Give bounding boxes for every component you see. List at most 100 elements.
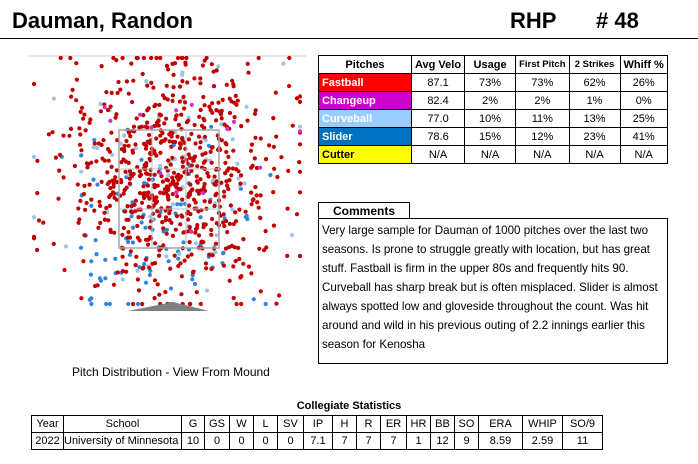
- pitch-dot: [294, 212, 300, 217]
- pitch-dot: [202, 199, 207, 204]
- pitch-dot: [221, 263, 227, 268]
- pitch-dot: [207, 199, 213, 204]
- stats-col-era: ERA: [478, 415, 523, 433]
- pitch-dot: [179, 292, 184, 297]
- pitch-dot: [271, 116, 276, 121]
- pitch-dot: [106, 218, 111, 223]
- pitch-dot: [231, 264, 236, 269]
- pitch-dot: [204, 266, 209, 271]
- pitch-dot: [100, 156, 105, 161]
- pitch-dot: [74, 98, 79, 103]
- pitch-dot: [98, 101, 103, 107]
- pitch-stat-cell: 12%: [515, 127, 570, 146]
- pitch-dot: [31, 234, 37, 239]
- pitch-dot: [78, 109, 83, 114]
- pitch-dot: [194, 174, 199, 179]
- pitch-dot: [164, 190, 169, 195]
- pitch-dot: [76, 220, 81, 225]
- pitch-dot: [145, 120, 150, 125]
- stats-col-hr: HR: [406, 415, 431, 433]
- pitch-dot: [209, 124, 214, 129]
- pitch-dot: [224, 149, 229, 155]
- pitch-stat-cell: 73%: [515, 73, 570, 92]
- pitch-dot: [193, 141, 198, 146]
- pitch-dot: [111, 182, 116, 187]
- pitch-dot: [166, 173, 171, 178]
- pitch-dot: [46, 132, 51, 137]
- pitch-name: Slider: [318, 127, 412, 146]
- pitch-dot: [87, 182, 92, 187]
- pitch-dot: [129, 214, 134, 219]
- pitch-dot: [146, 106, 151, 111]
- pitch-dot: [271, 190, 276, 195]
- pitch-dot: [174, 189, 179, 195]
- pitch-dot: [79, 296, 84, 301]
- pitch-dot: [209, 145, 214, 150]
- pitch-dot: [187, 155, 193, 160]
- pitch-dot: [143, 257, 148, 262]
- pitch-dot: [219, 180, 224, 185]
- pitch-dot: [153, 241, 158, 246]
- pitch-dot: [130, 225, 136, 230]
- pitch-dot: [31, 154, 37, 159]
- pitch-dot: [246, 70, 251, 75]
- pitch-dot: [162, 187, 167, 192]
- pitch-stat-cell: 87.1: [410, 73, 466, 92]
- pitch-dot: [224, 142, 229, 147]
- pitch-dot: [105, 107, 110, 113]
- pitch-dot: [114, 58, 119, 63]
- pitch-dot: [155, 209, 160, 214]
- pitch-dot: [187, 192, 192, 197]
- pitch-row-changeup: Changeup 82.4 2% 2% 1% 0%: [318, 91, 668, 110]
- comments-text: Very large sample for Dauman of 1000 pit…: [318, 218, 668, 364]
- pitch-dot: [219, 116, 224, 121]
- pitch-dot: [239, 124, 244, 129]
- handedness: RHP: [510, 8, 557, 33]
- pitch-dot: [246, 264, 252, 269]
- pitch-dot: [96, 141, 101, 146]
- pitch-dot: [180, 197, 185, 202]
- pitch-dot: [263, 301, 268, 307]
- pitch-dot: [152, 172, 157, 177]
- pitch-dot: [150, 177, 155, 182]
- pitch-dot: [189, 229, 194, 234]
- pitch-dot: [121, 225, 126, 231]
- pitch-dot: [170, 175, 175, 180]
- pitch-dot: [126, 301, 131, 307]
- pitch-dot: [170, 155, 175, 160]
- pitch-dot: [253, 135, 258, 140]
- pitch-dot: [297, 94, 303, 99]
- pitch-dot: [81, 192, 86, 197]
- pitch-dot: [92, 141, 97, 146]
- pitch-dot: [297, 169, 303, 174]
- pitch-dot: [192, 122, 197, 128]
- stats-header-row: Year School G GS W L SV IP H R ER HR BB SO ERA WHIP SO/9: [31, 415, 603, 433]
- pitch-dot: [109, 130, 114, 135]
- pitch-name: Cutter: [318, 145, 412, 164]
- pitch-dot: [180, 72, 185, 78]
- pitchers-mound: [128, 302, 209, 311]
- pitch-dot: [224, 82, 229, 87]
- stats-cell: 1: [406, 432, 431, 450]
- pitch-stat-cell: 23%: [568, 127, 621, 146]
- pitch-dot: [175, 55, 181, 61]
- pitch-dot: [144, 79, 149, 84]
- stats-cell: 7.1: [303, 432, 333, 450]
- col-whiff: Whiff %: [619, 55, 668, 74]
- pitch-dot: [181, 230, 186, 235]
- pitch-dot: [198, 107, 203, 113]
- pitch-dot: [91, 145, 96, 150]
- pitch-dot: [122, 188, 127, 193]
- pitch-dot: [110, 152, 115, 157]
- stats-cell: 8.59: [478, 432, 523, 450]
- pitch-dot: [98, 109, 103, 114]
- pitch-dot: [193, 230, 198, 235]
- pitch-dot: [272, 166, 277, 171]
- pitch-dot: [209, 62, 214, 67]
- pitch-dot: [220, 251, 226, 256]
- stats-title: Collegiate Statistics: [296, 400, 402, 412]
- pitch-dot: [164, 177, 169, 182]
- pitch-dot: [77, 142, 83, 147]
- pitch-dot: [239, 301, 244, 307]
- pitch-dot: [258, 165, 263, 170]
